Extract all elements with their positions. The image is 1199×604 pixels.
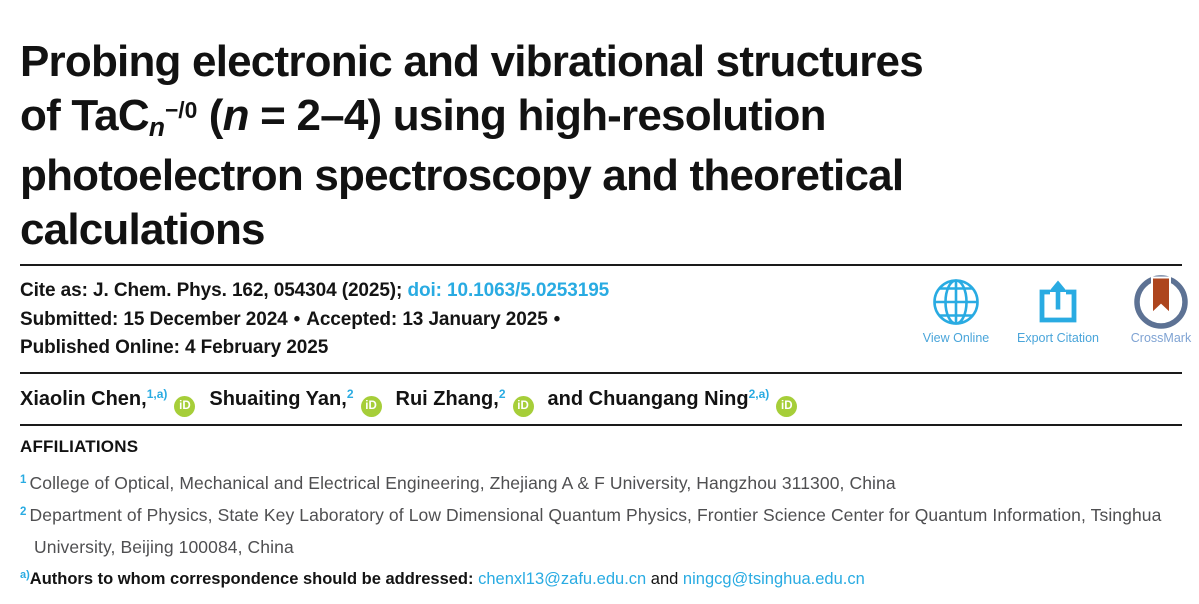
- email-link-chen[interactable]: chenxl13@zafu.edu.cn: [478, 570, 647, 588]
- title-formula-prefix: of TaC: [20, 91, 150, 141]
- authors-line: Xiaolin Chen,1,a)iD Shuaiting Yan,2iD Rui …: [20, 386, 1180, 417]
- affiliation-number: 2: [20, 506, 27, 518]
- author-affiliation-sup: 2: [346, 387, 354, 401]
- cite-prefix: Cite as: J. Chem. Phys.: [20, 280, 232, 301]
- globe-icon: [931, 276, 981, 328]
- title-line-3: photoelectron spectroscopy and theoretic…: [20, 151, 904, 201]
- bullet-separator: •: [553, 308, 561, 330]
- author-affiliation-sup: 2,a): [748, 387, 770, 401]
- title-variable-n: n: [222, 91, 250, 141]
- citation-block: Cite as: J. Chem. Phys. 162, 054304 (202…: [20, 277, 800, 363]
- footnote-conjunction: and: [646, 570, 683, 588]
- export-citation-label: Export Citation: [1017, 331, 1099, 345]
- author-name: Rui Zhang,: [395, 388, 499, 410]
- published-line: Published Online: 4 February 2025: [20, 337, 329, 358]
- affiliations-list: 1 College of Optical, Mechanical and Elec…: [20, 469, 1165, 562]
- dates-line: Submitted: 15 December 2024 • Accepted: 13…: [20, 306, 800, 335]
- cite-suffix: , 054304 (2025);: [263, 280, 408, 301]
- author-affiliation-sup: 2: [498, 387, 506, 401]
- view-online-label: View Online: [922, 331, 990, 345]
- formula-subscript-n: n: [148, 112, 165, 143]
- bullet-separator: •: [293, 308, 301, 330]
- divider-above-citation: [20, 264, 1182, 266]
- cite-line: Cite as: J. Chem. Phys. 162, 054304 (202…: [20, 277, 800, 306]
- affiliation-item: 1 College of Optical, Mechanical and Elec…: [20, 469, 1165, 501]
- author-name: and Chuangang Ning: [547, 388, 749, 410]
- formula-superscript-charge: −/0: [164, 96, 198, 123]
- orcid-icon[interactable]: iD: [174, 396, 196, 417]
- orcid-icon[interactable]: iD: [512, 396, 534, 417]
- export-citation-button[interactable]: Export Citation: [1008, 276, 1108, 345]
- doi-link[interactable]: doi: 10.1063/5.0253195: [407, 280, 610, 301]
- affiliation-text: Department of Physics, State Key Laborat…: [29, 505, 1162, 557]
- title-line-2: of TaCn−/0 (n = 2–4) using high-resoluti…: [20, 89, 1185, 149]
- crossmark-icon: [1134, 275, 1188, 329]
- title-line-1: Probing electronic and vibrational struc…: [20, 37, 924, 87]
- divider-above-authors: [20, 372, 1182, 374]
- crossmark-label: CrossMark: [1130, 331, 1192, 345]
- page-title: Probing electronic and vibrational struc…: [20, 35, 1185, 257]
- affiliation-text: College of Optical, Mechanical and Elect…: [29, 473, 896, 493]
- email-link-ning[interactable]: ningcg@tsinghua.edu.cn: [682, 570, 865, 588]
- title-paren-open: (: [197, 91, 224, 141]
- crossmark-button[interactable]: CrossMark: [1116, 275, 1199, 345]
- view-online-button[interactable]: View Online: [908, 276, 1004, 345]
- footnote-marker: a): [20, 569, 30, 581]
- accepted-date: Accepted: 13 January 2025: [306, 308, 548, 330]
- orcid-icon[interactable]: iD: [776, 396, 798, 417]
- footnote-text: Authors to whom correspondence should be…: [29, 570, 479, 588]
- affiliation-number: 1: [20, 474, 27, 486]
- author-name: Xiaolin Chen,: [20, 388, 147, 410]
- title-line-4: calculations: [20, 205, 266, 255]
- correspondence-footnote: a)Authors to whom correspondence should …: [20, 567, 865, 593]
- affiliations-heading: AFFILIATIONS: [20, 437, 139, 456]
- author-name: Shuaiting Yan,: [209, 388, 347, 410]
- affiliation-item: 2 Department of Physics, State Key Labora…: [20, 501, 1165, 562]
- title-line-2-rest: = 2–4) using high-resolution: [248, 91, 826, 141]
- submitted-date: Submitted: 15 December 2024: [20, 308, 288, 330]
- author-affiliation-sup: 1,a): [146, 387, 168, 401]
- export-icon: [1035, 276, 1081, 328]
- divider-below-authors: [20, 424, 1182, 426]
- cite-volume: 162: [231, 280, 264, 301]
- orcid-icon[interactable]: iD: [360, 396, 382, 417]
